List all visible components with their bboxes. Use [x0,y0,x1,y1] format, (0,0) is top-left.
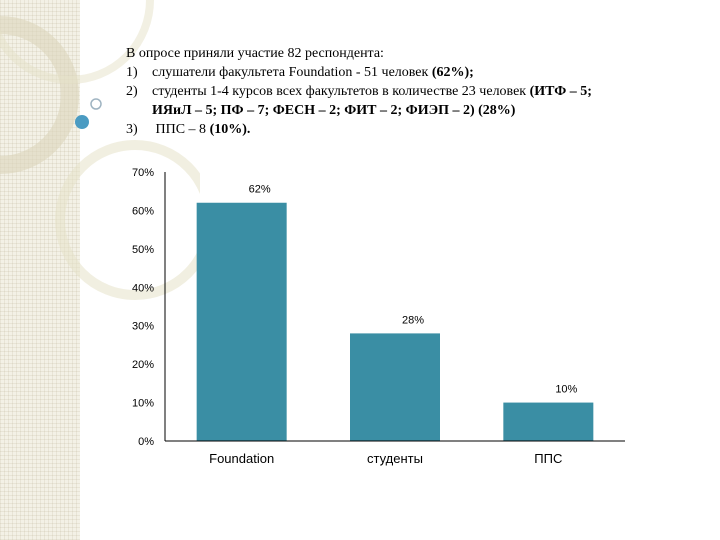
bars: 62% 28% 10% [196,184,594,441]
bar [350,333,440,441]
y-tick-label: 40% [132,282,154,294]
bar-data-label: 62% [249,184,271,196]
item-percent: (62%); [431,65,474,80]
y-tick-label: 60% [132,205,154,217]
summary-item-staff: 3) ППС – 8 (10%). [126,120,686,139]
summary-item-foundation: 1) слушатели факультета Foundation - 51 ч… [126,63,686,82]
x-category-label: ППС [534,451,562,466]
item-number: 3) [126,122,138,137]
x-category-label: студенты [367,451,423,466]
decorative-rings [0,0,200,300]
bar [503,402,594,441]
bar-data-label: 28% [402,314,424,326]
y-tick-label: 10% [132,398,154,410]
item-percent: (10%). [209,122,251,137]
item-number: 2) [126,84,138,99]
summary-item-students: 2) студенты 1-4 курсов всех факультетов в… [126,82,686,101]
item-text: студенты 1-4 курсов всех факультетов в к… [152,84,530,99]
decorative-ring-small [90,98,102,110]
bar-data-label: 10% [555,384,577,396]
x-category-label: Foundation [209,451,274,466]
item-number: 1) [126,65,138,80]
item-text: ППС – 8 [152,122,210,137]
item-text: слушатели факультета Foundation - 51 чел… [152,65,432,80]
bar-chart: 0% 10% 20% 30% 40% 50% 60% 70% 62% 28% 10% Founda… [132,167,625,466]
x-axis: Foundation студенты ППС [165,440,625,466]
bar [196,202,287,441]
y-tick-label: 20% [132,359,154,371]
y-tick-label: 50% [132,244,154,256]
y-tick-label: 0% [138,436,154,448]
y-tick-label: 70% [132,167,154,179]
item-detail: (ИТФ – 5; [529,84,592,99]
survey-title: В опросе приняли участие 82 респондента: [126,46,384,61]
y-axis: 0% 10% 20% 30% 40% 50% 60% 70% [132,167,166,448]
summary-item-students-continued: ИЯиЛ – 5; ПФ – 7; ФЕСН – 2; ФИТ – 2; ФИЭ… [152,103,516,118]
decorative-dot [75,115,89,129]
y-tick-label: 30% [132,321,154,333]
survey-summary: В опросе приняли участие 82 респондента:… [126,44,686,139]
